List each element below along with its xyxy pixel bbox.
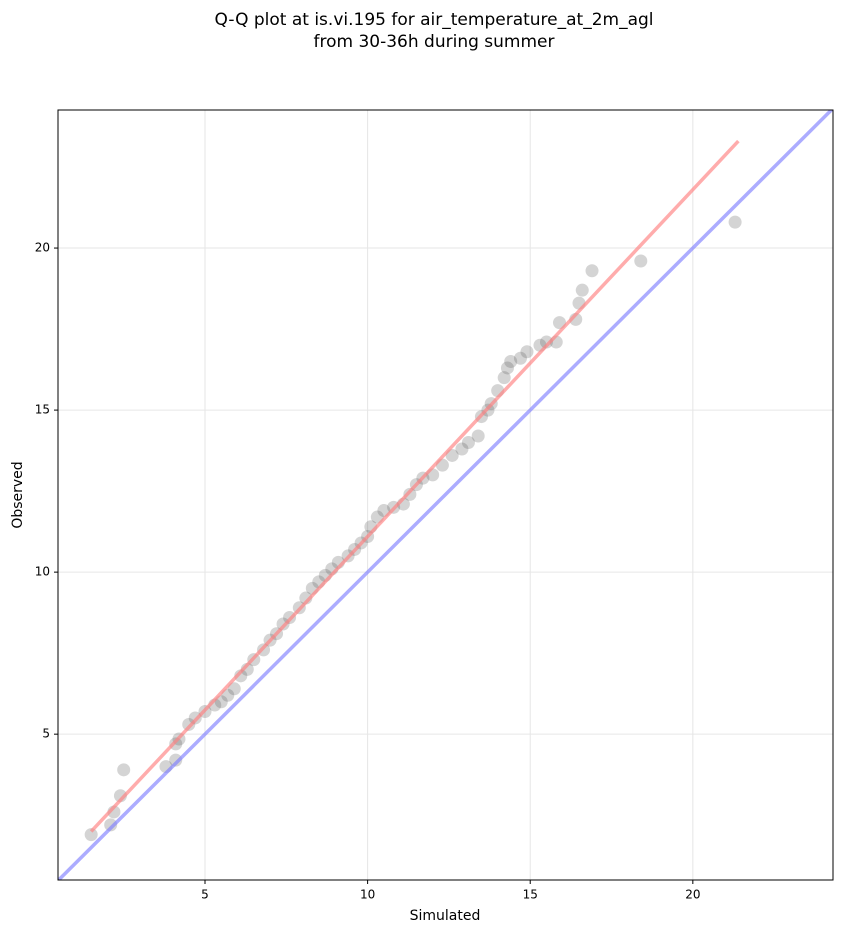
y-tick-label: 5	[42, 727, 50, 741]
chart-title: from 30-36h during summer	[314, 32, 555, 52]
point	[104, 818, 118, 832]
point	[539, 335, 553, 349]
point	[84, 828, 98, 842]
x-tick-label: 15	[523, 888, 538, 902]
point	[117, 763, 131, 777]
chart-title: Q-Q plot at is.vi.195 for air_temperatur…	[214, 10, 653, 30]
point	[634, 254, 648, 268]
y-tick-label: 20	[35, 241, 50, 255]
x-tick-label: 20	[685, 888, 700, 902]
point	[455, 442, 469, 456]
plot-frame	[57, 109, 834, 881]
point	[221, 688, 235, 702]
point	[169, 753, 183, 767]
point	[234, 669, 248, 683]
point	[513, 351, 527, 365]
point	[520, 345, 534, 359]
point	[504, 354, 518, 368]
x-tick-label: 10	[360, 888, 375, 902]
point	[575, 283, 589, 297]
y-axis-label: Observed	[10, 461, 26, 528]
x-axis-label: Simulated	[410, 908, 481, 924]
point	[471, 429, 485, 443]
point	[403, 487, 417, 501]
point	[461, 436, 475, 449]
x-tick-label: 5	[201, 888, 209, 902]
reference-line	[58, 110, 833, 880]
point	[552, 316, 566, 330]
y-tick-label: 10	[35, 565, 50, 579]
point	[497, 371, 511, 385]
point	[227, 682, 241, 696]
point	[182, 717, 196, 731]
y-tick-label: 15	[35, 403, 50, 417]
plot-area	[58, 110, 833, 880]
point	[500, 361, 514, 375]
point	[728, 215, 742, 229]
reference-line	[89, 139, 740, 833]
point	[585, 264, 599, 278]
